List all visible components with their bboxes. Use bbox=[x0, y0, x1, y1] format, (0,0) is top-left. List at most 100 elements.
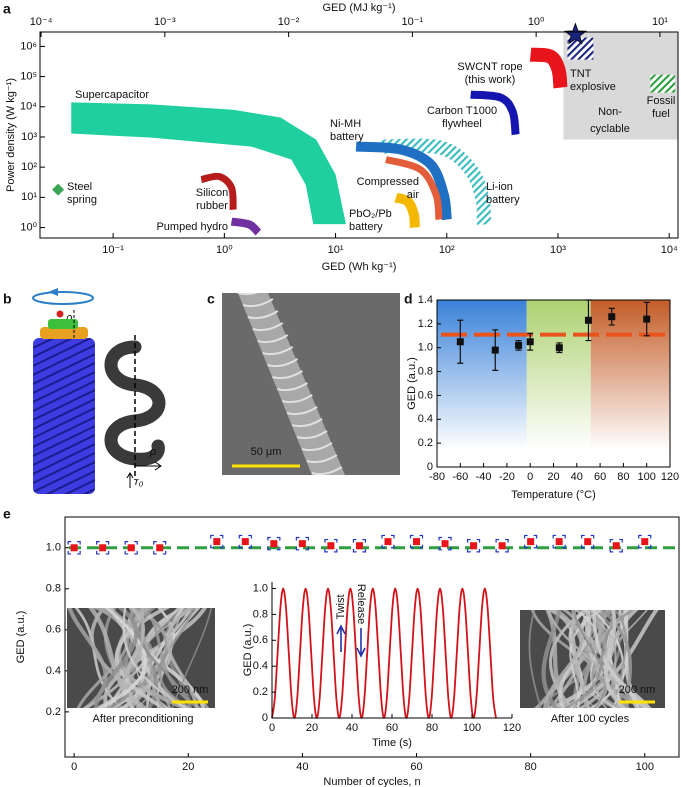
y-tick-label: 10⁵ bbox=[20, 70, 37, 82]
symbol: ρ bbox=[65, 312, 72, 324]
y-tick-label: 0.2 bbox=[253, 686, 268, 698]
area-label: PbO₂/Pb bbox=[349, 208, 392, 220]
error-bar bbox=[638, 534, 652, 549]
yarn-strand bbox=[33, 461, 95, 493]
y-tick-label: 10⁶ bbox=[20, 40, 37, 52]
error-bar bbox=[124, 541, 138, 555]
yarn-strand bbox=[33, 362, 95, 394]
plot-area bbox=[52, 32, 678, 236]
marker bbox=[612, 542, 620, 550]
area-arc bbox=[230, 217, 262, 236]
x2-tick-label: 10⁰ bbox=[528, 16, 545, 28]
area-label: (this work) bbox=[465, 74, 516, 86]
yarn-top bbox=[40, 327, 88, 339]
yarn-strand bbox=[33, 389, 95, 421]
y-tick-label: 0.6 bbox=[253, 634, 268, 646]
area-label: Supercapacitor bbox=[75, 89, 149, 101]
fiber bbox=[541, 610, 562, 708]
x-tick-label: -80 bbox=[429, 471, 445, 483]
x-tick-label: 10¹ bbox=[328, 244, 344, 256]
area-arc bbox=[355, 141, 452, 221]
error-bar bbox=[153, 541, 167, 555]
x-axis-title: Number of cycles, n bbox=[323, 776, 420, 787]
panel-label: e bbox=[3, 506, 11, 522]
strand bbox=[257, 334, 289, 344]
error-bar bbox=[409, 534, 424, 549]
area-label: Li-ion bbox=[486, 181, 513, 193]
arrow-head bbox=[48, 288, 58, 296]
yarn-core bbox=[56, 310, 64, 318]
yarn-strand bbox=[33, 371, 95, 403]
yarn-strand bbox=[33, 479, 95, 494]
area-arc bbox=[380, 138, 491, 225]
x-tick-label: 60 bbox=[386, 722, 398, 734]
area-label: Silicon bbox=[196, 187, 228, 199]
marker bbox=[584, 316, 592, 324]
marker bbox=[456, 338, 464, 346]
marker bbox=[498, 542, 506, 550]
marker bbox=[241, 538, 249, 546]
error-bar bbox=[238, 534, 252, 549]
area-label: air bbox=[407, 189, 420, 201]
yarn-strand bbox=[33, 452, 95, 484]
error-bar bbox=[495, 538, 509, 553]
yarn-strand bbox=[33, 434, 95, 466]
marker bbox=[527, 538, 535, 546]
x2-tick-label: 10⁻⁴ bbox=[30, 16, 53, 28]
x-tick-label: 0 bbox=[269, 722, 275, 734]
yarn bbox=[33, 338, 95, 494]
area-label: battery bbox=[486, 194, 520, 206]
yarn-strand bbox=[33, 353, 95, 385]
marker bbox=[526, 338, 534, 346]
fiber bbox=[93, 608, 139, 708]
marker bbox=[213, 538, 221, 546]
symbol: ρ bbox=[149, 446, 156, 458]
yarn-strand bbox=[33, 380, 95, 412]
fiber bbox=[114, 608, 170, 708]
marker bbox=[584, 538, 592, 546]
x-tick-label: 0 bbox=[527, 471, 533, 483]
band bbox=[437, 300, 527, 467]
image-caption: After preconditioning bbox=[93, 713, 194, 725]
x-tick-label: 40 bbox=[571, 471, 583, 483]
fiber bbox=[528, 610, 542, 708]
y-axis-title: Power density (W kg⁻¹) bbox=[5, 78, 17, 192]
x-axis-title: Time (s) bbox=[372, 737, 412, 749]
error-bar bbox=[552, 534, 566, 549]
error-bar bbox=[381, 534, 395, 549]
yarn-strand bbox=[33, 338, 95, 367]
fiber bbox=[563, 610, 635, 708]
area-label: Fossil bbox=[647, 95, 676, 107]
x-axis-title: Temperature (°C) bbox=[511, 489, 595, 501]
fiber bbox=[591, 610, 625, 708]
error-bar bbox=[466, 538, 481, 553]
scale-text: 200 nm bbox=[172, 684, 209, 696]
rotation-arrow bbox=[32, 291, 94, 305]
x2-tick-label: 10⁻¹ bbox=[402, 16, 424, 28]
area-arc bbox=[529, 47, 568, 89]
star bbox=[563, 22, 588, 45]
image-caption: After 100 cycles bbox=[551, 713, 630, 725]
y-tick-label: 0.8 bbox=[418, 365, 433, 377]
y-tick-label: 0.2 bbox=[418, 437, 433, 449]
y-tick-label: 10³ bbox=[21, 131, 37, 143]
marker bbox=[555, 538, 563, 546]
point bbox=[52, 183, 65, 196]
error-bar bbox=[352, 538, 367, 553]
x-tick-label: 20 bbox=[306, 722, 318, 734]
x2-tick-label: 10⁻³ bbox=[154, 16, 176, 28]
area-label: flywheel bbox=[442, 118, 482, 130]
area-label: Compressed bbox=[357, 176, 419, 188]
x-tick-label: -60 bbox=[452, 471, 468, 483]
marker bbox=[298, 540, 306, 548]
x-tick-label: 40 bbox=[296, 761, 308, 773]
error-bar bbox=[581, 534, 595, 549]
y-axis-title: GED (a.u.) bbox=[15, 611, 27, 664]
panel-label: c bbox=[207, 291, 215, 307]
area-arc bbox=[200, 172, 237, 210]
fiber bbox=[238, 293, 345, 475]
arrow bbox=[336, 624, 346, 652]
x2-tick-label: 10¹ bbox=[652, 16, 668, 28]
fiber bbox=[171, 608, 213, 708]
y-tick-label: 0.4 bbox=[46, 665, 61, 677]
